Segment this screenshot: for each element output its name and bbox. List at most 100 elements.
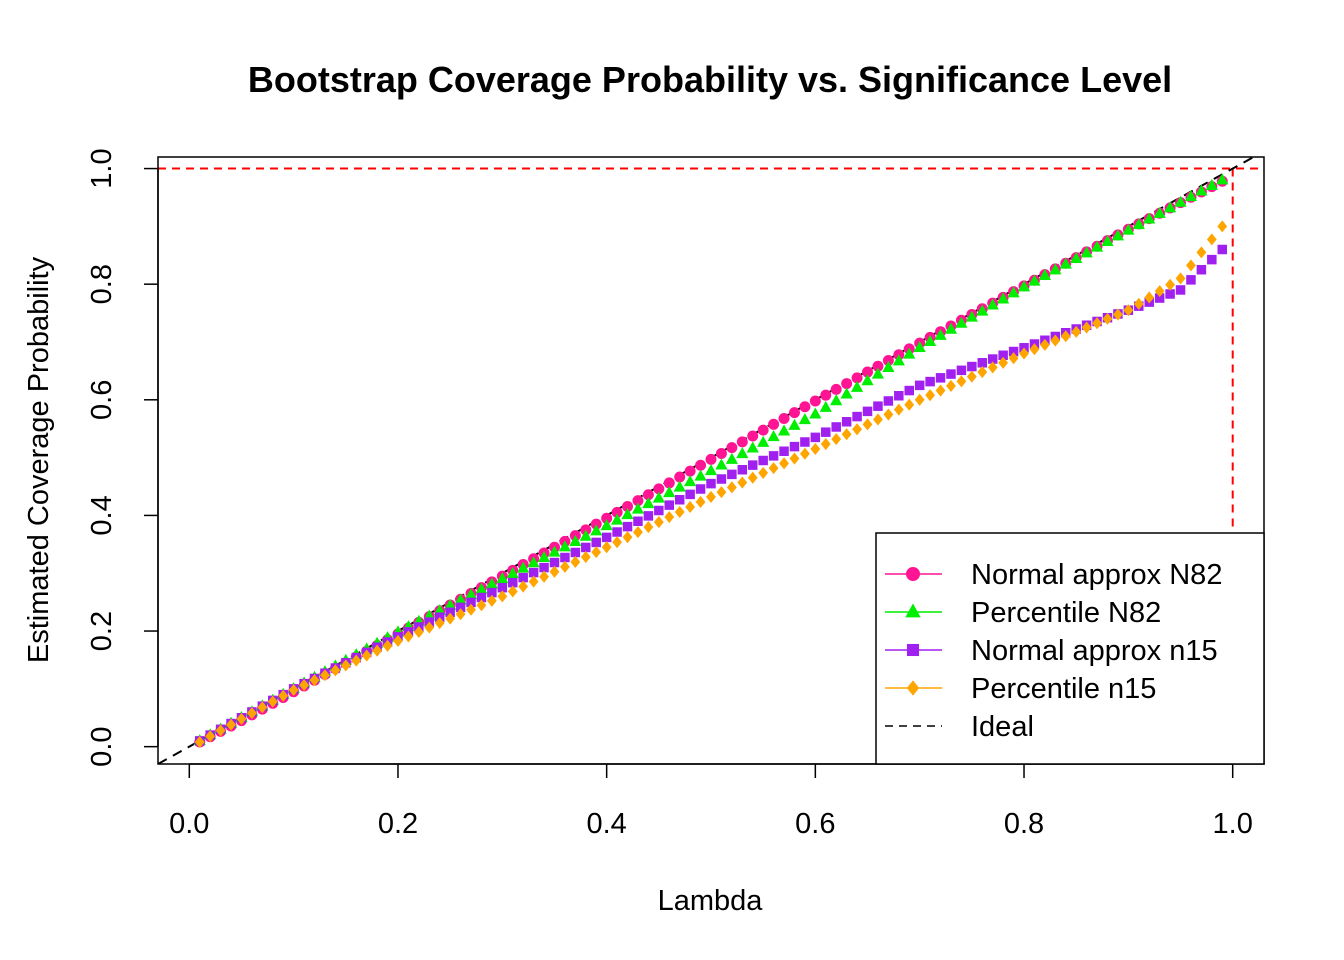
- data-point: [1111, 229, 1125, 241]
- data-point: [716, 474, 727, 484]
- data-point: [925, 389, 936, 402]
- data-point: [956, 375, 967, 388]
- data-point: [653, 516, 664, 529]
- data-point: [977, 358, 988, 368]
- data-point: [768, 451, 779, 461]
- data-point: [1123, 304, 1134, 317]
- data-point: [767, 430, 780, 442]
- data-point: [779, 457, 789, 470]
- data-point: [539, 562, 549, 573]
- data-point: [1029, 343, 1040, 356]
- data-point: [725, 452, 738, 464]
- data-point: [695, 495, 706, 508]
- data-point: [1175, 272, 1186, 285]
- data-point: [1196, 246, 1207, 259]
- data-point: [1070, 251, 1083, 263]
- data-point: [716, 486, 727, 499]
- legend-item: Percentile N82: [885, 597, 1161, 629]
- data-point: [612, 527, 622, 537]
- data-point: [758, 455, 768, 466]
- data-point: [914, 393, 925, 406]
- plot-area: [158, 157, 1264, 764]
- data-point: [819, 400, 832, 412]
- data-point: [257, 701, 268, 714]
- data-point: [1019, 347, 1029, 360]
- data-point: [580, 550, 591, 564]
- data-point: [924, 334, 937, 346]
- data-point: [800, 437, 810, 447]
- legend-label: Percentile N82: [971, 597, 1161, 629]
- data-point: [809, 395, 821, 407]
- data-point: [1205, 178, 1218, 190]
- legend-label: Normal approx n15: [971, 635, 1218, 667]
- data-point: [1217, 220, 1228, 233]
- data-point: [684, 475, 697, 487]
- data-point: [852, 411, 862, 422]
- data-point: [882, 360, 895, 372]
- data-point: [757, 435, 770, 447]
- data-point: [569, 534, 582, 547]
- data-point: [841, 417, 852, 427]
- data-point: [779, 446, 789, 457]
- data-point: [247, 707, 257, 720]
- data-point: [621, 508, 634, 520]
- plot-frame: [157, 156, 1265, 765]
- data-point: [674, 505, 685, 519]
- data-point: [1007, 286, 1020, 298]
- data-point: [1113, 308, 1123, 321]
- legend-marker: [906, 567, 920, 581]
- data-point: [747, 430, 759, 442]
- data-point: [1186, 275, 1196, 285]
- data-point: [757, 424, 769, 436]
- data-point: [1049, 263, 1062, 275]
- data-point: [1132, 218, 1145, 230]
- data-point: [476, 599, 487, 612]
- data-point: [997, 292, 1010, 304]
- x-axis-label: Lambda: [658, 885, 764, 917]
- data-point: [789, 441, 800, 452]
- data-point: [705, 453, 717, 465]
- x-tick-label: 0.2: [378, 808, 418, 840]
- data-point: [914, 380, 925, 391]
- data-point: [977, 366, 988, 379]
- data-point: [904, 385, 914, 396]
- data-point: [537, 550, 551, 562]
- data-point: [299, 679, 309, 692]
- data-point: [955, 316, 968, 328]
- data-point: [903, 347, 916, 359]
- data-point: [1050, 334, 1061, 347]
- data-point: [1143, 212, 1156, 224]
- data-point: [1186, 259, 1196, 272]
- data-point: [873, 401, 883, 411]
- data-point: [664, 500, 675, 510]
- data-point: [737, 476, 748, 489]
- data-point: [664, 510, 675, 524]
- data-point: [506, 566, 519, 578]
- data-point: [622, 521, 633, 532]
- data-point: [507, 585, 518, 598]
- data-point: [539, 570, 549, 583]
- data-point: [987, 361, 998, 374]
- data-point: [704, 464, 718, 476]
- data-point: [965, 310, 978, 322]
- data-point: [956, 365, 967, 376]
- data-point: [1039, 338, 1050, 351]
- data-point: [1217, 244, 1228, 255]
- y-tick-label: 0.8: [86, 264, 118, 304]
- data-point: [1092, 317, 1102, 330]
- data-point: [1165, 289, 1175, 299]
- data-point: [821, 427, 831, 437]
- data-point: [946, 369, 956, 379]
- data-point: [986, 298, 999, 310]
- data-point: [789, 452, 800, 465]
- data-point: [904, 398, 915, 411]
- data-point: [706, 490, 716, 503]
- data-point: [309, 674, 320, 687]
- y-tick-label: 0.4: [86, 495, 118, 535]
- data-point: [1174, 195, 1187, 207]
- data-point: [1090, 240, 1104, 252]
- data-point: [330, 664, 341, 677]
- data-point: [1122, 223, 1135, 235]
- data-point: [1060, 330, 1071, 343]
- legend: Normal approx N82 Percentile N82 Normal ap…: [875, 532, 1265, 765]
